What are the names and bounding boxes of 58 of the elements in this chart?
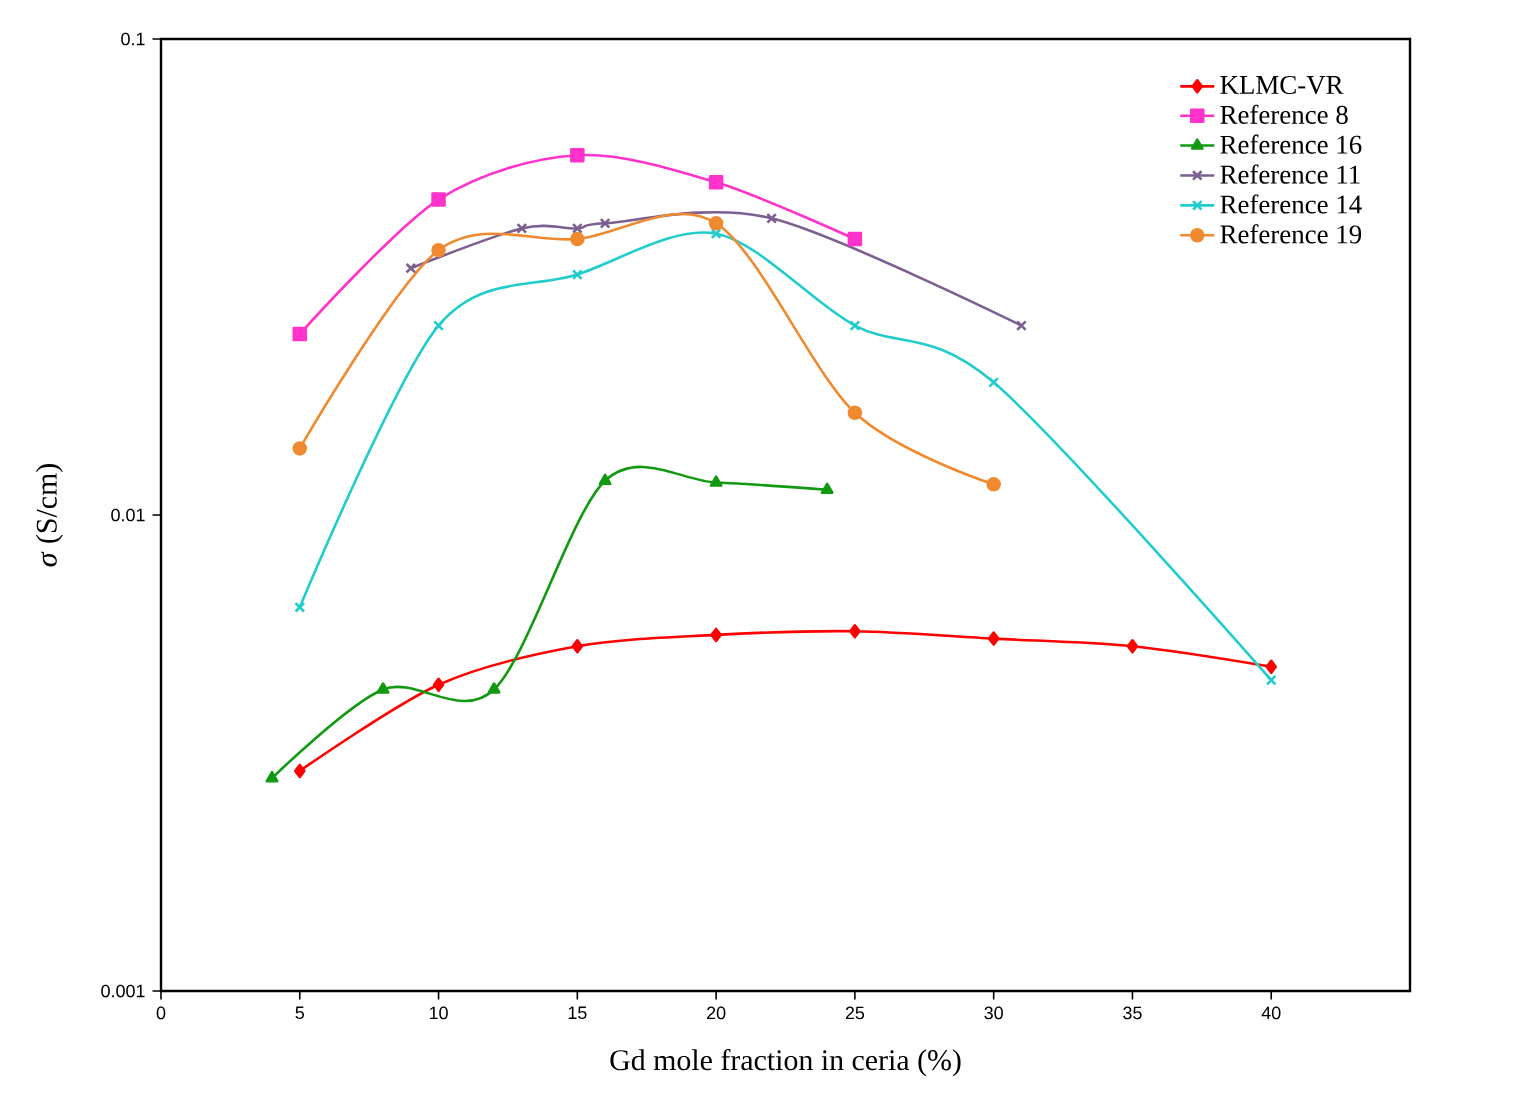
point [265, 770, 279, 783]
legend-label: Reference 19 [1220, 224, 1362, 244]
point [571, 638, 584, 654]
point [710, 627, 722, 643]
legend-label: Reference 14 [1220, 194, 1362, 214]
point [847, 231, 863, 247]
y-tick-label: 0.001 [101, 984, 145, 998]
point [987, 631, 1000, 646]
point [516, 222, 528, 234]
y-tick-label: 0.1 [121, 32, 145, 46]
point [571, 222, 583, 234]
point [988, 376, 1000, 388]
point [376, 682, 390, 694]
point [849, 320, 861, 332]
point [570, 147, 585, 163]
point [708, 175, 724, 190]
x-axis-title: Gd mole fraction in ceria (%) [610, 1048, 961, 1077]
x-tick-label: 40 [1261, 1006, 1281, 1020]
legend-label: Reference 11 [1220, 164, 1360, 184]
x-tick-label: 0 [156, 1006, 166, 1020]
legend-label: Reference 8 [1220, 104, 1348, 124]
point [487, 682, 501, 694]
x-tick-label: 25 [845, 1006, 865, 1020]
point [292, 441, 308, 456]
legend-label: Reference 16 [1220, 134, 1362, 154]
x-tick-label: 15 [568, 1006, 587, 1020]
point [709, 475, 723, 487]
point [571, 269, 583, 281]
x-tick-label: 30 [984, 1006, 1003, 1020]
x-tick-label: 5 [295, 1006, 305, 1020]
point [1126, 638, 1139, 654]
point [849, 623, 861, 639]
x-tick-label: 35 [1123, 1006, 1142, 1020]
point [820, 482, 834, 495]
point [294, 763, 306, 779]
point [710, 228, 722, 240]
x-tick-label: 20 [707, 1006, 726, 1020]
y-tick-label: 0.01 [111, 508, 145, 522]
point [598, 473, 612, 486]
point [292, 326, 308, 342]
point [708, 216, 724, 231]
x-tick-label: 10 [429, 1006, 448, 1020]
legend-label: KLMC-VR [1220, 75, 1344, 95]
point [1265, 659, 1278, 675]
y-axis-title: σ (S/cm) [35, 464, 63, 567]
point [570, 231, 585, 247]
point [294, 601, 306, 613]
point [599, 217, 611, 229]
point [405, 262, 417, 274]
point [1015, 320, 1027, 332]
point [433, 320, 445, 332]
point [431, 242, 446, 258]
point [431, 192, 446, 207]
point [986, 477, 1001, 492]
point [432, 677, 445, 693]
point [847, 405, 863, 421]
point [766, 212, 778, 224]
point [1265, 674, 1277, 686]
